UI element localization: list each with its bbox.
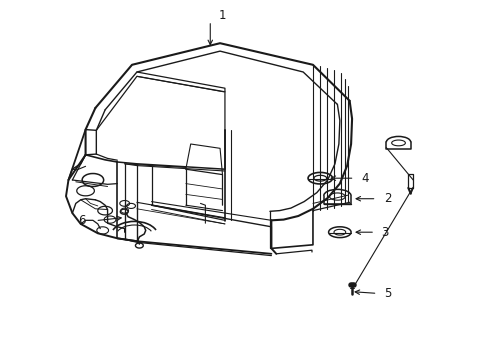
Text: 3: 3 bbox=[381, 226, 388, 239]
Text: 2: 2 bbox=[383, 192, 390, 205]
Text: 5: 5 bbox=[383, 287, 390, 300]
Text: 4: 4 bbox=[361, 172, 368, 185]
Text: 6: 6 bbox=[78, 214, 85, 227]
Text: 1: 1 bbox=[218, 9, 226, 22]
